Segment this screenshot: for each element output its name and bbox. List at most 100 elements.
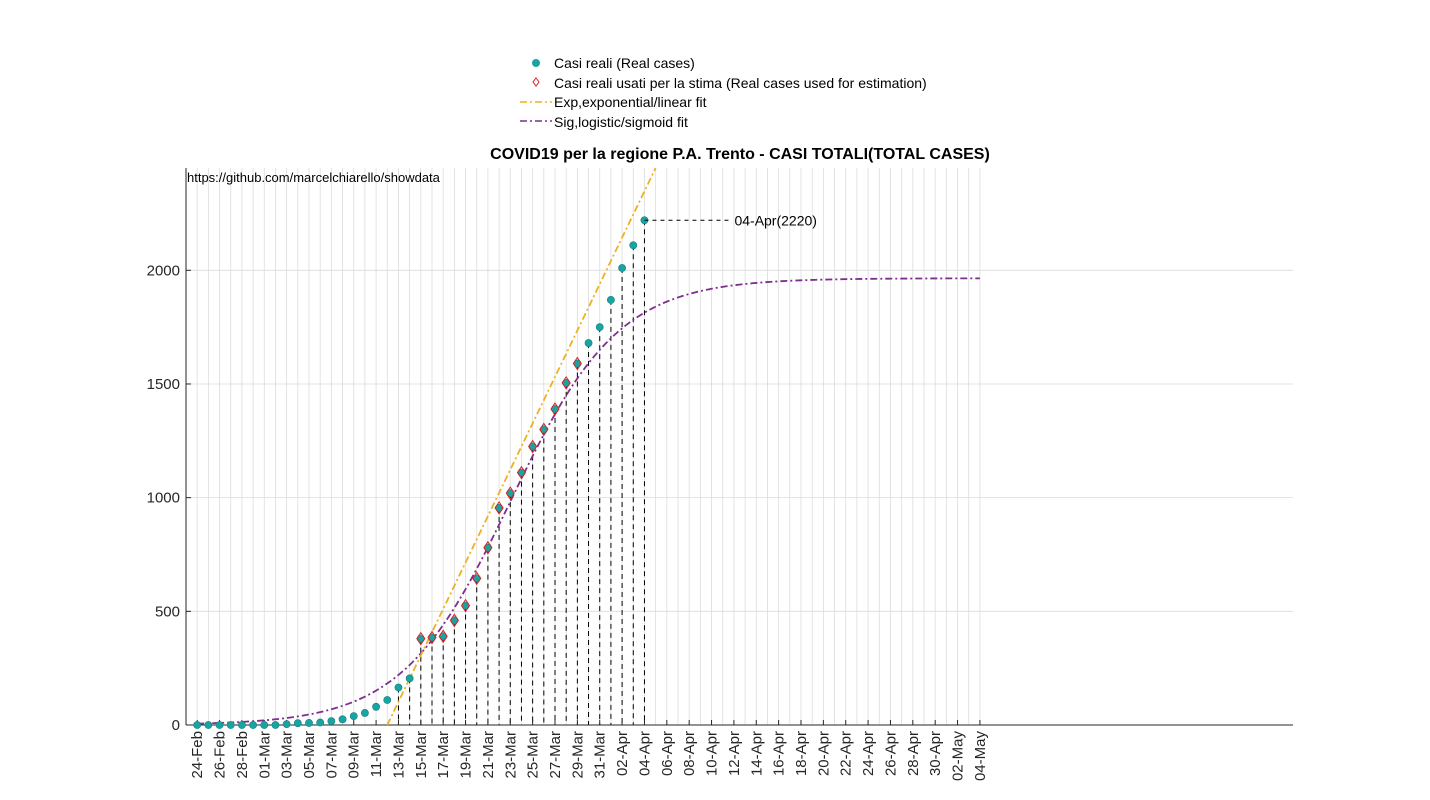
legend-used-cases-label: Casi reali usati per la stima (Real case… <box>554 75 927 91</box>
real-case-point <box>584 339 593 347</box>
exp-fit-line <box>386 167 657 726</box>
x-tick-label: 30-Apr <box>927 731 944 776</box>
x-tick-label: 31-Mar <box>592 731 609 779</box>
x-tick-label: 28-Apr <box>905 731 922 776</box>
real-case-point <box>316 718 325 727</box>
x-tick-label: 10-Apr <box>704 731 721 776</box>
x-tick-label: 11-Mar <box>368 731 385 777</box>
estimation-point <box>427 630 437 645</box>
real-case-point <box>338 715 347 724</box>
legend: Casi reali (Real cases) Casi reali usati… <box>520 55 927 130</box>
real-case-point <box>349 712 358 721</box>
real-case-point <box>271 721 280 729</box>
y-tick-label: 0 <box>172 717 180 734</box>
real-case-point <box>372 702 380 711</box>
source-url: https://github.com/marcelchiarello/showd… <box>187 170 441 185</box>
grid <box>186 168 1293 726</box>
x-tick-label: 08-Apr <box>681 731 698 776</box>
x-tick-label: 02-Apr <box>614 731 631 776</box>
sigmoid-fit-line <box>197 277 980 725</box>
drop-lines <box>397 220 645 725</box>
estimation-point <box>460 598 471 613</box>
y-tick-label: 2000 <box>147 262 180 279</box>
x-tick-label: 04-Apr <box>636 731 653 776</box>
x-tick-label: 26-Apr <box>882 731 899 776</box>
x-tick-label: 25-Mar <box>525 731 542 779</box>
x-tick-label: 01-Mar <box>256 731 273 779</box>
x-tick-label: 12-Apr <box>726 731 743 776</box>
real-case-point <box>238 721 246 729</box>
real-case-point <box>394 683 403 692</box>
x-tick-label: 13-Mar <box>390 731 407 779</box>
x-tick-label: 09-Mar <box>346 731 363 779</box>
legend-exp-fit-label: Exp,exponential/linear fit <box>554 94 707 110</box>
x-tick-labels: 24-Feb 26-Feb 28-Feb 01-Mar 03-Mar 05-Mar 07-M… <box>189 731 989 782</box>
x-tick-label: 29-Mar <box>569 731 586 779</box>
estimation-point <box>494 500 504 515</box>
x-tick-label: 07-Mar <box>323 731 340 779</box>
real-case-point <box>361 709 369 717</box>
estimation-point <box>416 631 426 646</box>
estimation-point <box>561 375 571 390</box>
x-tick-label: 15-Mar <box>413 731 430 779</box>
x-tick-label: 23-Mar <box>502 731 519 779</box>
y-tick-labels: 0 500 1000 1500 2000 <box>147 262 180 734</box>
x-tick-label: 05-Mar <box>301 731 318 779</box>
real-case-point <box>383 696 392 704</box>
x-tick-label: 18-Apr <box>793 731 810 776</box>
real-case-point <box>215 721 224 729</box>
estimation-point <box>438 629 448 644</box>
estimation-point <box>449 613 459 628</box>
real-case-point <box>305 719 313 727</box>
real-case-point <box>405 674 414 683</box>
real-case-point <box>629 241 638 250</box>
x-tick-label: 28-Feb <box>234 731 251 779</box>
y-tick-label: 1500 <box>147 376 180 393</box>
estimation-point <box>505 486 515 501</box>
x-tick-label: 24-Feb <box>189 731 206 779</box>
real-case-point <box>193 721 202 729</box>
x-tick-label: 27-Mar <box>547 731 564 779</box>
estimation-point <box>528 439 538 454</box>
x-tick-label: 22-Apr <box>838 731 855 776</box>
estimation-point <box>539 422 549 437</box>
real-case-point <box>226 721 235 729</box>
x-tick-label: 20-Apr <box>815 731 832 776</box>
real-case-point <box>282 720 291 728</box>
estimation-point <box>516 465 527 480</box>
real-case-point <box>618 264 626 272</box>
annotation-label: 04-Apr(2220) <box>734 212 817 228</box>
x-tick-label: 21-Mar <box>480 731 497 779</box>
chart-title: COVID19 per la regione P.A. Trento - CAS… <box>490 146 990 163</box>
real-case-point <box>204 721 213 729</box>
x-tick-label: 04-May <box>972 731 989 782</box>
estimation-point <box>572 356 582 371</box>
x-tick-label: 17-Mar <box>435 731 452 779</box>
y-tick-label: 500 <box>155 603 180 620</box>
estimation-point <box>483 540 493 555</box>
legend-real-cases-label: Casi reali (Real cases) <box>554 55 695 71</box>
legend-used-cases-marker <box>532 77 540 87</box>
estimation-point <box>550 402 560 416</box>
annotations: 04-Apr(2220) <box>644 212 817 228</box>
x-tick-label: 19-Mar <box>458 731 475 779</box>
estimation-point <box>472 571 482 586</box>
x-tick-label: 24-Apr <box>860 731 877 776</box>
x-tick-label: 03-Mar <box>279 731 296 779</box>
real-case-point <box>249 721 257 729</box>
x-tick-label: 02-May <box>950 731 967 782</box>
y-tick-label: 1000 <box>147 490 180 507</box>
real-case-point <box>327 717 336 726</box>
real-case-point <box>607 295 615 304</box>
x-tick-label: 16-Apr <box>771 731 788 776</box>
series <box>193 167 980 729</box>
legend-real-cases-marker <box>532 59 540 67</box>
x-tick-label: 14-Apr <box>748 731 765 776</box>
real-case-point <box>293 719 302 728</box>
real-case-point <box>595 323 604 332</box>
legend-sig-fit-label: Sig,logistic/sigmoid fit <box>554 114 688 130</box>
axes <box>185 168 1293 726</box>
x-tick-label: 06-Apr <box>659 731 676 776</box>
x-tick-label: 26-Feb <box>212 731 229 779</box>
